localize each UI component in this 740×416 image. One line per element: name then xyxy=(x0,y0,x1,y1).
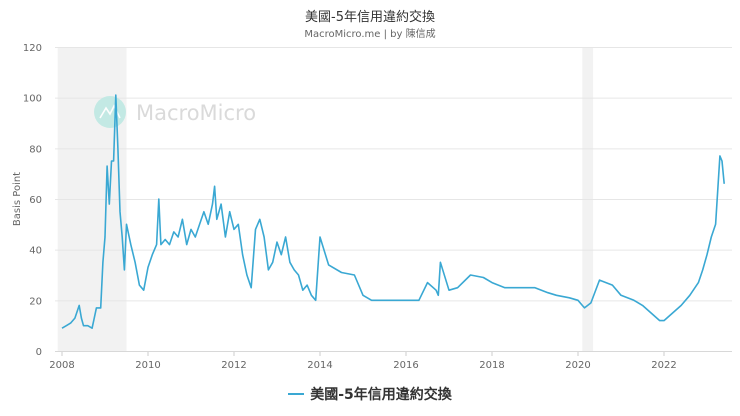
y-axis-label: Basis Point xyxy=(12,172,23,226)
y-tick-label: 100 xyxy=(23,94,42,105)
y-tick-label: 40 xyxy=(29,246,42,257)
cds-series-line[interactable] xyxy=(61,94,725,330)
y-tick-label: 60 xyxy=(29,195,42,206)
x-tick-label: 2014 xyxy=(307,360,332,371)
y-tick-label: 20 xyxy=(29,296,42,307)
gridlines xyxy=(55,47,732,302)
x-tick-label: 2012 xyxy=(221,360,246,371)
x-tick-label: 2022 xyxy=(651,360,676,371)
x-tick-label: 2020 xyxy=(565,360,590,371)
chart-legend: 美國-5年信用違約交換 xyxy=(0,384,740,404)
legend-item-us-cds[interactable]: 美國-5年信用違約交換 xyxy=(288,384,452,404)
y-tick-label: 120 xyxy=(23,43,42,54)
x-tick-label: 2016 xyxy=(393,360,418,371)
watermark-text: MacroMicro xyxy=(136,101,256,125)
x-tick-label: 2008 xyxy=(49,360,74,371)
x-axis-ticks: 2008 2010 2012 2014 2016 2018 2020 2022 xyxy=(49,351,677,371)
y-tick-label: 0 xyxy=(36,347,42,358)
watermark: MacroMicro xyxy=(94,96,256,128)
chart-subtitle: MacroMicro.me | by 陳信成 xyxy=(304,29,436,40)
legend-label: 美國-5年信用違約交換 xyxy=(310,387,452,403)
x-tick-label: 2010 xyxy=(135,360,160,371)
x-tick-label: 2018 xyxy=(479,360,504,371)
y-tick-label: 80 xyxy=(29,144,42,155)
macromicro-logo-icon xyxy=(94,96,126,128)
legend-line-icon xyxy=(288,393,305,395)
chart-title: 美國-5年信用違約交換 xyxy=(305,10,435,25)
y-axis-ticks: 0 20 40 60 80 100 120 xyxy=(23,43,42,358)
